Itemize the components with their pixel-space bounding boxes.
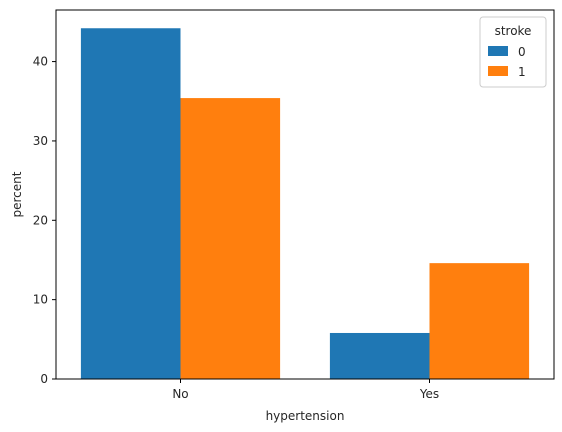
legend: stroke 01 — [479, 16, 547, 88]
y-tick-label: 30 — [33, 134, 48, 148]
y-tick-label: 20 — [33, 213, 48, 227]
x-tick-label: Yes — [419, 387, 439, 401]
y-tick-label: 0 — [40, 372, 48, 386]
x-axis-ticks: No Yes — [172, 379, 439, 401]
y-tick-label: 10 — [33, 293, 48, 307]
legend-swatch-stroke-1 — [488, 66, 508, 76]
x-tick-label: No — [172, 387, 188, 401]
bar-yes-stroke-0 — [329, 332, 430, 379]
plot-frame — [55, 9, 555, 380]
bar-no-stroke-0 — [80, 28, 181, 379]
y-axis-ticks: 0 10 20 30 40 — [33, 55, 56, 386]
x-axis-label: hypertension — [266, 409, 345, 423]
bars-group — [80, 28, 530, 380]
y-tick-label: 40 — [33, 55, 48, 69]
y-axis-label: percent — [10, 171, 24, 217]
legend-label-stroke-1: 1 — [518, 65, 526, 79]
legend-title: stroke — [495, 24, 532, 38]
legend-label-stroke-0: 0 — [518, 45, 526, 59]
bar-yes-stroke-1 — [429, 263, 530, 379]
legend-swatch-stroke-0 — [488, 46, 508, 56]
bar-no-stroke-1 — [180, 98, 281, 380]
legend-items: 01 — [488, 45, 526, 79]
